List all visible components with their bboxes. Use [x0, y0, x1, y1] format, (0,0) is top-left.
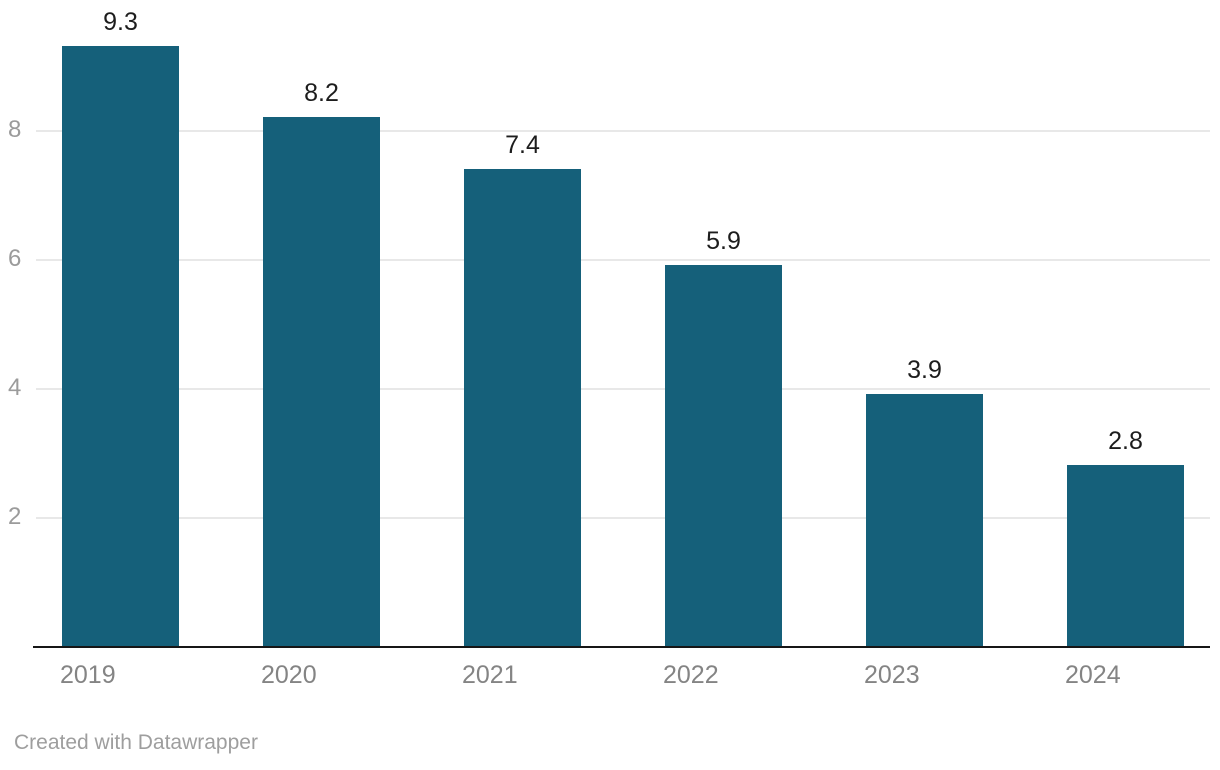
- y-axis-tick-label: 6: [8, 245, 22, 272]
- bar-value-label: 9.3: [103, 8, 138, 37]
- x-axis-tick-label: 2022: [663, 661, 719, 689]
- bar-value-label: 7.4: [505, 130, 540, 159]
- gridline: [36, 130, 1210, 132]
- bar-2019[interactable]: [62, 46, 179, 646]
- y-axis-tick-label: 2: [8, 503, 22, 530]
- bar-2021[interactable]: [464, 168, 581, 646]
- bar-value-label: 2.8: [1108, 427, 1143, 456]
- bar-value-label: 3.9: [907, 356, 942, 385]
- y-axis-tick-label: 4: [8, 374, 22, 401]
- x-axis-tick-label: 2024: [1065, 661, 1121, 689]
- gridline: [36, 259, 1210, 261]
- datawrapper-credit-link[interactable]: Created with Datawrapper: [14, 731, 258, 754]
- bar-2023[interactable]: [866, 394, 983, 646]
- bar-value-label: 5.9: [706, 227, 741, 256]
- x-axis-tick-label: 2020: [261, 661, 317, 689]
- bar-2020[interactable]: [263, 117, 380, 646]
- gridline: [36, 388, 1210, 390]
- y-axis-tick-label: 8: [8, 116, 22, 143]
- gridline: [36, 517, 1210, 519]
- x-axis-tick-label: 2019: [60, 661, 116, 689]
- bar-value-label: 8.2: [304, 79, 339, 108]
- x-axis-tick-label: 2023: [864, 661, 920, 689]
- x-axis-tick-label: 2021: [462, 661, 518, 689]
- x-axis-line: [33, 646, 1210, 648]
- bar-2024[interactable]: [1067, 465, 1184, 646]
- bar-2022[interactable]: [665, 265, 782, 646]
